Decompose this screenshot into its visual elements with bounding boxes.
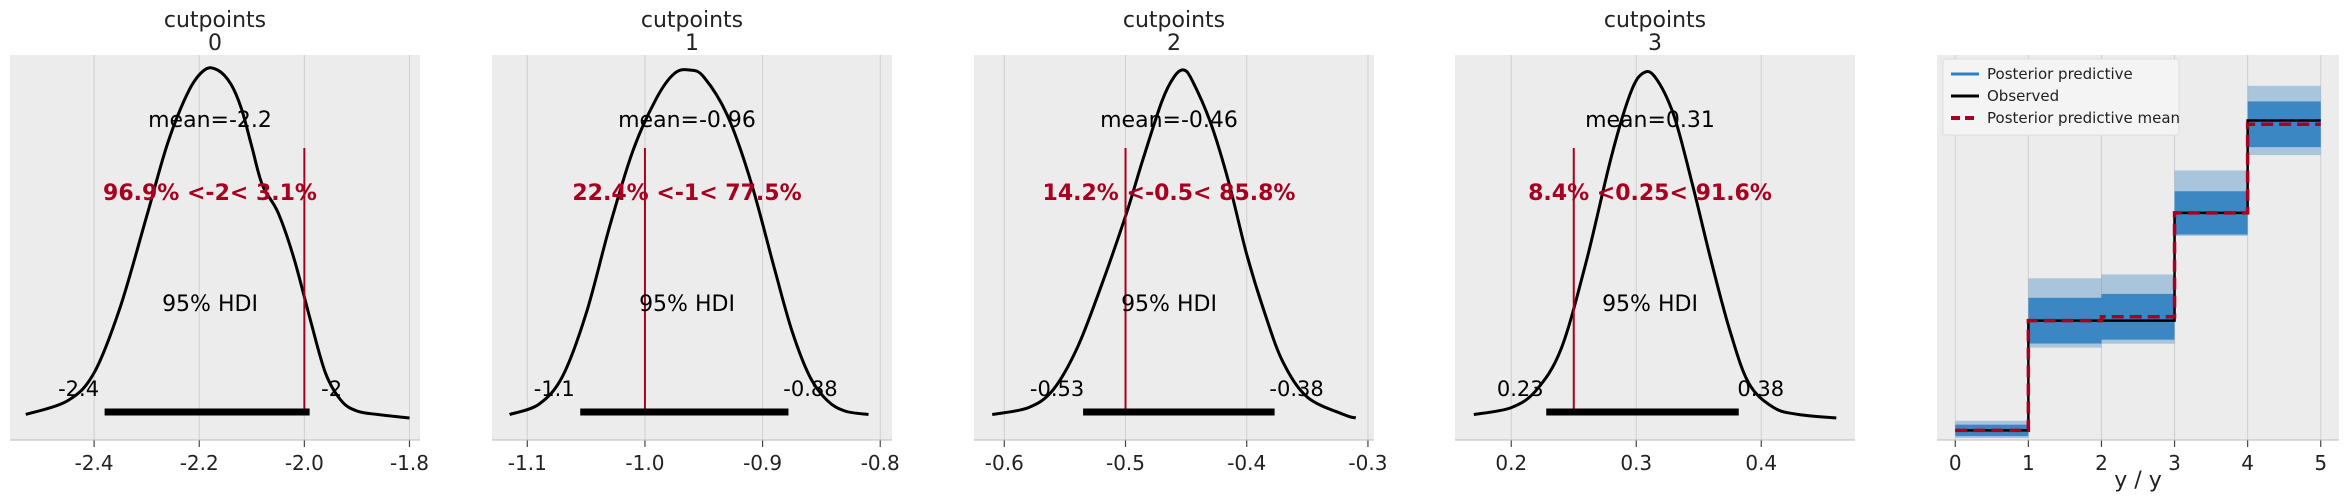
mean-label: mean=-2.2 xyxy=(148,108,272,133)
hdi-low-label: -2.4 xyxy=(58,377,99,401)
panel-title: cutpoints xyxy=(1604,8,1706,33)
x-tick-label: 0.3 xyxy=(1620,451,1652,475)
x-tick-label: 1 xyxy=(2022,451,2035,475)
reference-probability-label: 8.4% <0.25< 91.6% xyxy=(1528,181,1772,206)
x-tick-label: -0.9 xyxy=(743,451,782,475)
legend: Posterior predictive Observed Posterior pr… xyxy=(1942,58,2180,136)
hdi-label: 95% HDI xyxy=(162,292,258,317)
hdi-label: 95% HDI xyxy=(1602,292,1698,317)
x-tick-label: -0.6 xyxy=(985,451,1024,475)
hdi-high-label: -0.88 xyxy=(783,377,837,401)
x-tick-label: 4 xyxy=(2241,451,2254,475)
reference-probability-label: 96.9% <-2< 3.1% xyxy=(103,181,317,206)
x-tick-label: -2.4 xyxy=(75,451,114,475)
reference-probability-label: 22.4% <-1< 77.5% xyxy=(572,181,801,206)
x-tick-label: 0 xyxy=(1949,451,1962,475)
panel-subtitle: 2 xyxy=(1167,31,1181,56)
posterior-density-curve xyxy=(25,66,410,420)
x-axis-label: y / y xyxy=(2114,468,2161,493)
x-tick-label: -2.2 xyxy=(180,451,219,475)
posterior-density-curve xyxy=(991,68,1357,420)
hdi-high-label: -2 xyxy=(321,377,342,401)
hdi-high-label: 0.38 xyxy=(1737,377,1784,401)
mean-label: mean=-0.96 xyxy=(618,108,756,133)
mean-label: mean=0.31 xyxy=(1585,108,1715,133)
plot-area xyxy=(974,55,1374,440)
legend-box xyxy=(1942,58,2180,136)
panel-title: cutpoints xyxy=(164,8,266,33)
x-tick-label: -1.1 xyxy=(508,451,547,475)
plot-area xyxy=(1455,55,1855,440)
legend-label: Observed xyxy=(1987,87,2059,105)
hdi-low-label: -1.1 xyxy=(534,377,575,401)
x-tick-label: -1.8 xyxy=(390,451,429,475)
panel-subtitle: 0 xyxy=(208,31,222,56)
posterior-density-curve xyxy=(1473,69,1837,420)
x-tick-label: 0.2 xyxy=(1495,451,1527,475)
plot-area xyxy=(10,55,420,440)
x-tick-label: -2.0 xyxy=(285,451,324,475)
mean-label: mean=-0.46 xyxy=(1100,108,1238,133)
plot-area xyxy=(492,55,892,440)
x-tick-label: -0.5 xyxy=(1106,451,1145,475)
reference-probability-label: 14.2% <-0.5< 85.8% xyxy=(1043,181,1296,206)
panel-title: cutpoints xyxy=(641,8,743,33)
x-tick-label: -0.3 xyxy=(1348,451,1387,475)
hdi-low-label: 0.23 xyxy=(1497,377,1544,401)
x-tick-label: 2 xyxy=(2095,451,2108,475)
hdi-low-label: -0.53 xyxy=(1030,377,1084,401)
x-tick-label: -0.8 xyxy=(861,451,900,475)
panel-subtitle: 3 xyxy=(1648,31,1662,56)
legend-label: Posterior predictive xyxy=(1987,65,2133,83)
x-tick-label: -0.4 xyxy=(1227,451,1266,475)
x-tick-label: 0.4 xyxy=(1745,451,1777,475)
x-tick-label: 5 xyxy=(2314,451,2327,475)
panel-subtitle: 1 xyxy=(685,31,699,56)
x-tick-label: -1.0 xyxy=(625,451,664,475)
posterior-density-curve xyxy=(509,68,869,416)
legend-label: Posterior predictive mean xyxy=(1987,109,2180,127)
hdi-high-label: -0.38 xyxy=(1269,377,1323,401)
x-tick-label: 3 xyxy=(2168,451,2181,475)
hdi-label: 95% HDI xyxy=(639,292,735,317)
hdi-label: 95% HDI xyxy=(1121,292,1217,317)
panel-title: cutpoints xyxy=(1123,8,1225,33)
predictive-mean-step-line xyxy=(1955,122,2321,433)
